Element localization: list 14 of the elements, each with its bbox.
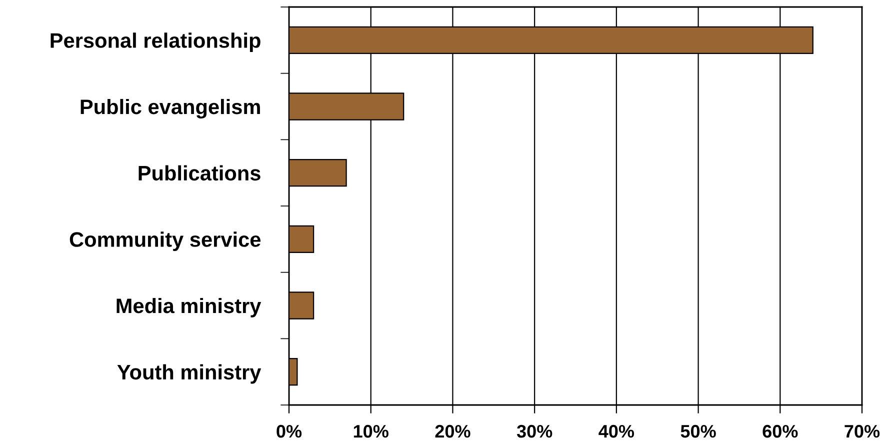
y-tick-label: Publications (138, 165, 260, 181)
x-tick-label: 60% (762, 424, 798, 438)
x-tick-label: 30% (516, 424, 552, 438)
x-tick-label: 20% (435, 424, 470, 438)
x-tick-label: 40% (598, 424, 634, 438)
x-tick-label: 50% (680, 424, 716, 438)
x-tick-label: 70% (844, 424, 880, 438)
y-tick-label: Personal relationship (50, 32, 260, 52)
x-tick-label: 10% (354, 424, 388, 438)
y-tick-label: Youth ministry (117, 364, 262, 384)
y-tick-label: Community service (70, 232, 261, 252)
x-tick-label: 0% (276, 424, 302, 438)
y-tick-label: Media ministry (116, 298, 262, 318)
y-tick-label: Public evangelism (80, 98, 260, 118)
